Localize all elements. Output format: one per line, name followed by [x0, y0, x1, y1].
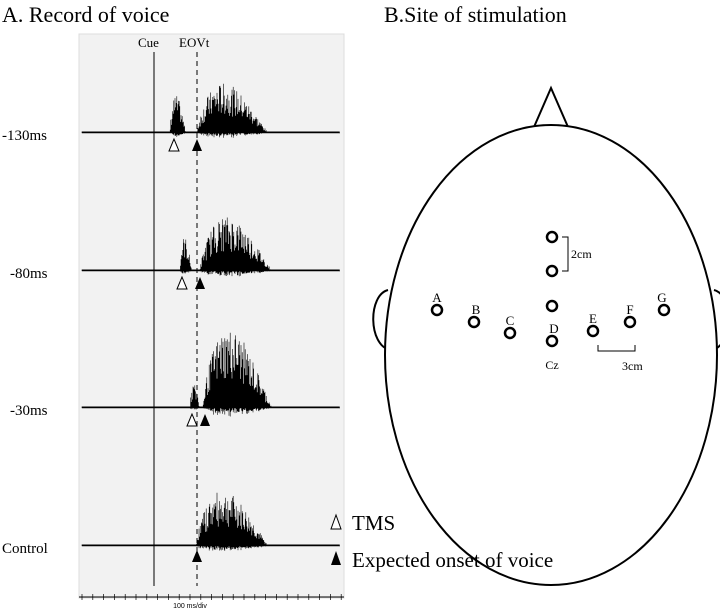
electrode — [545, 299, 559, 313]
onset-marker — [200, 414, 210, 426]
distance-label: 2cm — [571, 247, 592, 261]
electrode — [545, 334, 559, 348]
onset-marker — [192, 550, 202, 562]
row-label: Control — [2, 541, 48, 557]
electrode — [545, 230, 559, 244]
tms-marker — [186, 412, 198, 427]
head — [384, 124, 718, 586]
eovt-label: EOVt — [179, 35, 210, 50]
waveform — [81, 492, 340, 551]
legend-tms-icon — [330, 513, 342, 530]
electrodes — [430, 230, 671, 348]
bracket — [597, 345, 636, 352]
electrode — [545, 264, 559, 278]
electrode — [467, 315, 481, 329]
electrode-label: F — [626, 302, 633, 317]
electrode-label: G — [657, 290, 666, 305]
electrode-label: A — [432, 290, 442, 305]
waveforms — [81, 83, 340, 551]
electrode-label: C — [506, 313, 515, 328]
row-label: -30ms — [10, 403, 48, 419]
electrode — [657, 303, 671, 317]
cue-label: Cue — [138, 35, 159, 50]
electrode-label: D — [549, 321, 558, 336]
electrode — [623, 315, 637, 329]
panel-a-title: A. Record of voice — [2, 2, 169, 27]
electrode — [586, 324, 600, 338]
row-label: -80ms — [10, 266, 48, 282]
waveform — [81, 83, 340, 138]
electrode — [430, 303, 444, 317]
waveform — [81, 217, 340, 277]
row-label: -130ms — [2, 128, 47, 144]
legend-tms: TMS — [352, 511, 395, 535]
onset-marker — [192, 139, 202, 151]
distance-label: 3cm — [622, 359, 643, 373]
electrode-label: B — [472, 302, 481, 317]
panel-b-title: B.Site of stimulation — [384, 2, 567, 27]
electrode-label: E — [589, 311, 597, 326]
axis-label: 100 ms/div — [173, 603, 207, 610]
nose — [532, 85, 570, 128]
time-ticks — [81, 594, 342, 600]
legend-onset-icon — [331, 551, 341, 565]
waveform — [81, 332, 340, 417]
electrode — [503, 326, 517, 340]
bracket — [562, 236, 569, 272]
tms-marker — [168, 137, 180, 152]
legend-onset: Expected onset of voice — [352, 548, 553, 572]
onset-marker — [195, 277, 205, 289]
center-label: Cz — [545, 358, 558, 372]
tms-marker — [176, 275, 188, 290]
